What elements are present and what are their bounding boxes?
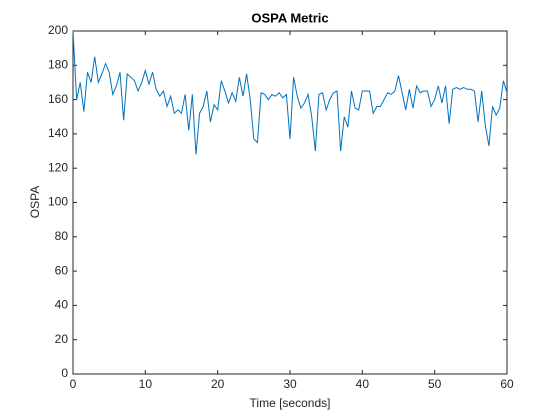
y-tick-label: 160 (48, 92, 68, 106)
x-tick-label: 50 (428, 377, 442, 391)
y-tick-label: 20 (55, 332, 69, 346)
y-tick-label: 60 (55, 263, 69, 277)
data-line (72, 30, 508, 155)
plot-area (72, 30, 508, 375)
y-tick-label: 140 (48, 126, 68, 140)
x-tick-label: 20 (211, 377, 225, 391)
y-tick-label: 200 (48, 23, 68, 37)
y-tick-label: 100 (48, 195, 68, 209)
x-tick-label: 40 (356, 377, 370, 391)
y-tick-label: 40 (55, 298, 69, 312)
y-tick-label: 80 (55, 229, 69, 243)
x-tick-label: 10 (139, 377, 153, 391)
chart-title: OSPA Metric (251, 10, 328, 25)
x-tick-label: 60 (500, 377, 514, 391)
x-tick-label: 30 (283, 377, 297, 391)
y-tick-label: 0 (61, 366, 68, 380)
y-tick-label: 180 (48, 57, 68, 71)
y-tick-label: 120 (48, 160, 68, 174)
x-axis-label: Time [seconds] (250, 396, 331, 410)
x-tick-label: 0 (70, 377, 77, 391)
y-axis-label: OSPA (28, 186, 42, 218)
